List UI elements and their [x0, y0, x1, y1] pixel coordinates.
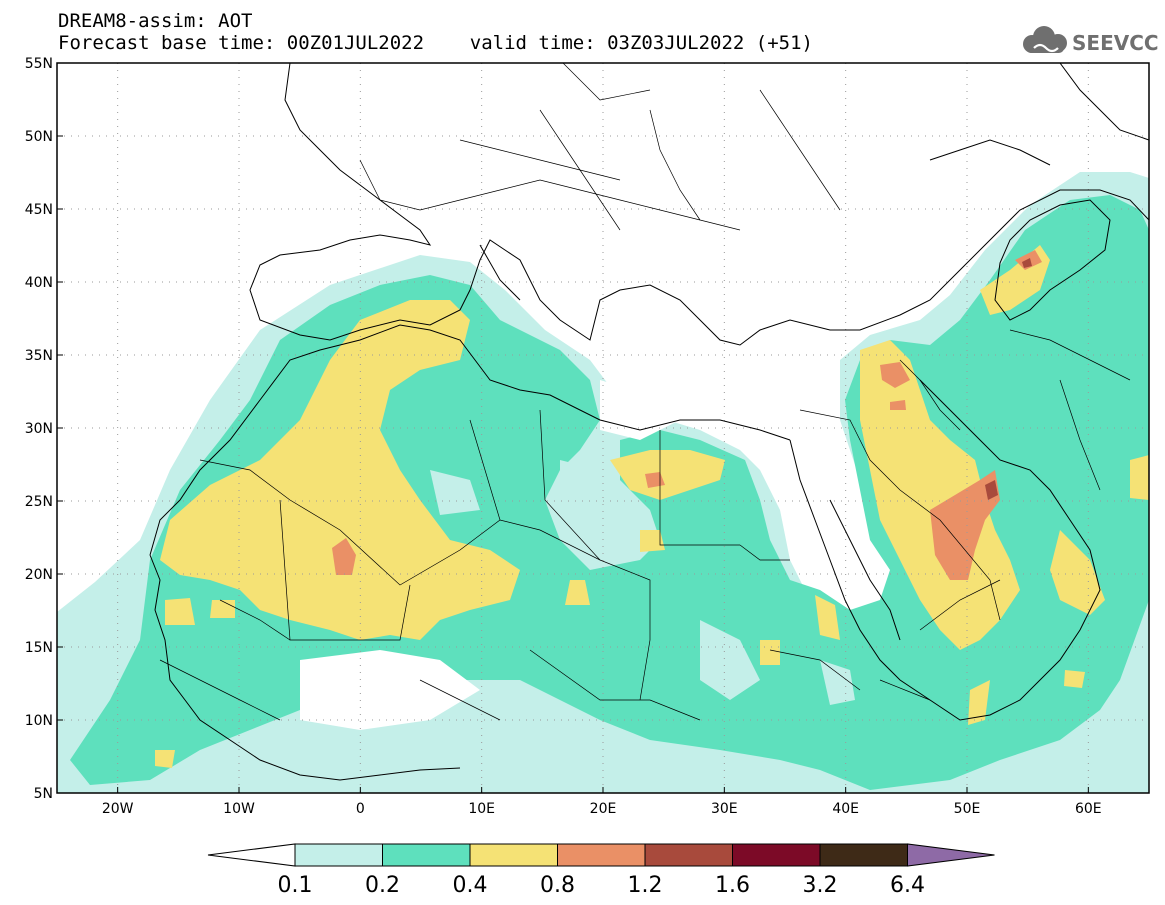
- seevccc-logo: SEEVCCC: [1023, 26, 1158, 55]
- colorbar-label: 0.2: [365, 873, 400, 898]
- lat-tick-label: 55N: [25, 56, 53, 72]
- lon-tick-label: 30E: [711, 801, 738, 817]
- lon-tick-label: 50E: [954, 801, 981, 817]
- colorbar-boxes: [207, 843, 995, 867]
- colorbar-labels: 0.1 0.2 0.4 0.8 1.2 1.6 3.2 6.4: [278, 873, 926, 898]
- lat-tick-label: 25N: [25, 494, 53, 510]
- lon-tick-label: 60E: [1075, 801, 1102, 817]
- aot-level-1.2: [985, 258, 1032, 500]
- lat-tick-label: 30N: [25, 421, 53, 437]
- colorbar-box: [819, 843, 908, 867]
- lat-tick-label: 20N: [25, 567, 53, 583]
- aot-field: [57, 172, 1149, 793]
- lat-tick-label: 40N: [25, 275, 53, 291]
- lat-tick-label: 10N: [25, 713, 53, 729]
- colorbar-box: [644, 843, 733, 867]
- lat-tick-label: 45N: [25, 202, 53, 218]
- logo-text: SEEVCCC: [1072, 31, 1158, 55]
- colorbar-box: [557, 843, 646, 867]
- colorbar-label: 1.2: [628, 873, 663, 898]
- lon-tick-label: 40E: [832, 801, 859, 817]
- colorbar-box: [382, 843, 471, 867]
- lat-tick-label: 5N: [34, 786, 53, 802]
- colorbar-box: [294, 843, 383, 867]
- forecast-time-line: Forecast base time: 00Z01JUL2022 valid t…: [58, 32, 813, 54]
- country-borders: [159, 63, 1131, 721]
- lat-tick-label: 50N: [25, 129, 53, 145]
- lon-tick-label: 10W: [223, 801, 255, 817]
- colorbar-label: 0.4: [453, 873, 488, 898]
- colorbar-label: 1.6: [715, 873, 750, 898]
- aot-level-0.4: [155, 245, 1149, 768]
- lat-tick-label: 35N: [25, 348, 53, 364]
- latitude-ticks: 55N 50N 45N 40N 35N 30N 25N 20N 15N 10N 5N: [25, 56, 63, 802]
- aot-level-0.1-pockets: [430, 460, 855, 705]
- colorbar-box: [732, 843, 821, 867]
- colorbar-high-arrow: [907, 843, 995, 867]
- lon-tick-label: 20E: [590, 801, 617, 817]
- colorbar-box: [469, 843, 558, 867]
- colorbar-label: 6.4: [890, 873, 925, 898]
- lon-tick-label: 20W: [102, 801, 134, 817]
- colorbar-label: 0.8: [540, 873, 575, 898]
- lon-tick-label: 0: [356, 801, 365, 817]
- lon-tick-label: 10E: [468, 801, 495, 817]
- lat-lon-grid: [57, 63, 1149, 793]
- map-title: DREAM8-assim: AOT: [58, 10, 253, 32]
- colorbar-label: 3.2: [803, 873, 838, 898]
- coastlines: [149, 63, 1149, 781]
- colorbar-low-arrow: [207, 843, 296, 867]
- colorbar-label: 0.1: [278, 873, 313, 898]
- longitude-ticks: 20W 10W 0 10E 20E 30E 40E 50E 60E: [102, 787, 1102, 817]
- lat-tick-label: 15N: [25, 640, 53, 656]
- cloud-icon: [1023, 26, 1067, 53]
